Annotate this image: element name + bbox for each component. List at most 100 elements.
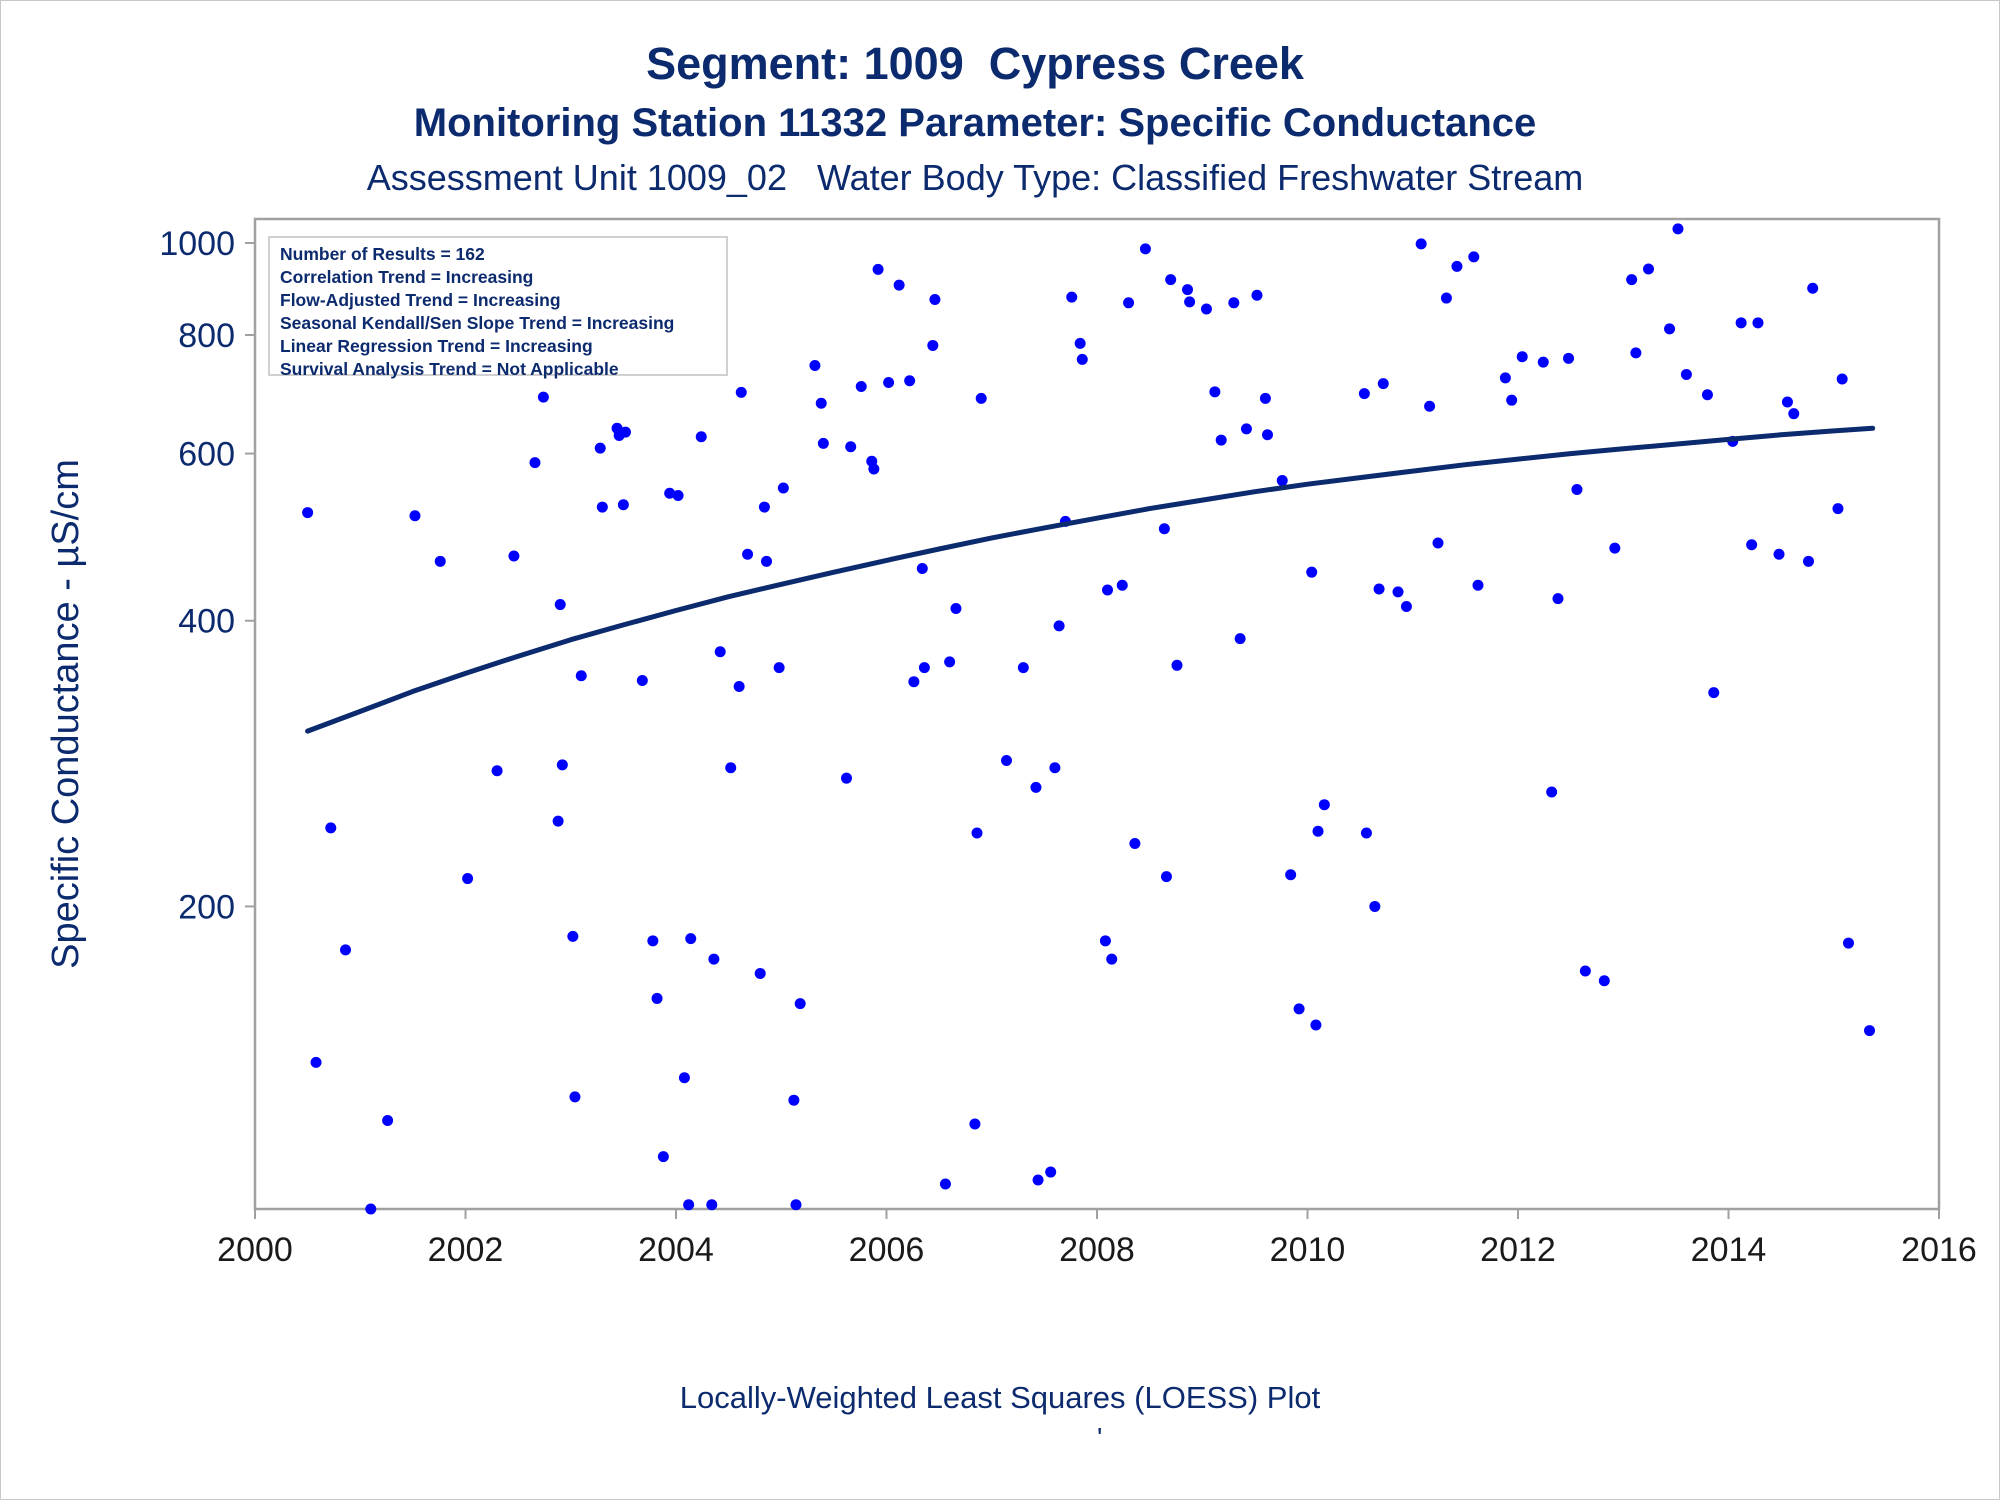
data-point <box>1773 548 1785 560</box>
data-point <box>742 548 754 560</box>
data-point <box>1377 378 1389 390</box>
data-point <box>939 1178 951 1190</box>
data-point <box>788 1094 800 1106</box>
legend-number-of-results: Number of Results = 162 <box>280 244 485 264</box>
data-point <box>1032 1174 1044 1186</box>
data-point <box>1781 396 1793 408</box>
x-tick-label: 2010 <box>1270 1231 1346 1269</box>
data-point <box>340 944 352 956</box>
data-point <box>904 375 916 387</box>
data-point <box>845 441 857 453</box>
data-point <box>1312 825 1324 837</box>
data-point <box>1099 935 1111 947</box>
data-point <box>725 762 737 774</box>
legend-survival-analysis-trend: Survival Analysis Trend = Not Applicable <box>280 359 619 379</box>
data-point <box>636 675 648 687</box>
data-point <box>1643 263 1655 275</box>
x-tick-label: 2006 <box>849 1231 925 1269</box>
y-tick-label: 200 <box>178 888 235 926</box>
data-point <box>575 670 587 682</box>
x-tick-label: 2008 <box>1059 1231 1135 1269</box>
data-point <box>1546 786 1558 798</box>
data-point <box>1053 620 1065 632</box>
data-point <box>1571 483 1583 495</box>
data-point <box>1139 243 1151 255</box>
data-point <box>1579 965 1591 977</box>
data-point <box>1116 579 1128 591</box>
data-point <box>950 603 962 615</box>
data-point <box>409 510 421 522</box>
data-point <box>1552 593 1564 605</box>
trend-summary-box: Number of Results = 162 Correlation Tren… <box>268 236 728 379</box>
data-point <box>1171 659 1183 671</box>
data-point <box>1672 223 1684 235</box>
data-point <box>1129 837 1141 849</box>
data-point <box>619 426 631 438</box>
data-point <box>944 656 956 668</box>
data-point <box>1160 871 1172 883</box>
y-tick-label: 600 <box>178 436 235 474</box>
data-point <box>1864 1025 1876 1037</box>
data-point <box>651 992 663 1004</box>
data-point <box>1563 352 1575 364</box>
data-point <box>1030 781 1042 793</box>
data-point <box>1076 353 1088 365</box>
y-tick-label: 1000 <box>159 225 235 263</box>
data-point <box>1746 539 1758 551</box>
data-point <box>855 381 867 393</box>
data-point <box>1200 303 1212 315</box>
data-point <box>1165 274 1177 286</box>
data-point <box>1392 586 1404 598</box>
data-point <box>1369 900 1381 912</box>
data-point <box>1293 1003 1305 1015</box>
data-point <box>617 499 629 511</box>
data-point <box>754 967 766 979</box>
data-point <box>1066 291 1078 303</box>
data-point <box>672 489 684 501</box>
data-point <box>1285 869 1297 881</box>
data-point <box>868 463 880 475</box>
data-point <box>1807 282 1819 294</box>
data-point <box>664 487 676 499</box>
y-tick-label: 800 <box>178 317 235 355</box>
data-point <box>1735 317 1747 329</box>
data-point <box>1017 662 1029 674</box>
data-point <box>325 822 337 834</box>
chart-subtitle-station: Monitoring Station 11332 Parameter: Spec… <box>413 101 1537 145</box>
data-point <box>1506 394 1518 406</box>
data-point <box>1516 351 1528 363</box>
data-point <box>685 933 697 945</box>
chart-subtitle-assessment: Assessment Unit 1009_02 Water Body Type:… <box>366 157 1584 198</box>
loess-curve <box>305 425 1876 734</box>
data-point <box>683 1199 695 1211</box>
data-point <box>1276 475 1288 487</box>
data-point <box>529 457 541 469</box>
data-point <box>1701 389 1713 401</box>
data-point <box>1049 762 1061 774</box>
data-point <box>1499 372 1511 384</box>
data-point <box>594 442 606 454</box>
x-tick-label: 2012 <box>1480 1231 1556 1269</box>
data-point <box>1102 584 1114 596</box>
data-point <box>1318 799 1330 811</box>
data-point <box>1424 400 1436 412</box>
data-point <box>462 873 474 885</box>
data-point <box>552 815 564 827</box>
data-point <box>657 1151 669 1163</box>
data-point <box>554 599 566 611</box>
data-point <box>908 676 920 688</box>
data-point <box>1468 251 1480 263</box>
data-point <box>761 555 773 567</box>
data-point <box>596 501 608 513</box>
data-point <box>1360 827 1372 839</box>
legend-correlation-trend: Correlation Trend = Increasing <box>280 267 534 287</box>
footnote: Locally-Weighted Least Squares (LOESS) P… <box>679 1380 1321 1415</box>
footnote-mark: ' <box>1097 1422 1103 1453</box>
data-point <box>1836 373 1848 385</box>
data-point <box>929 293 941 305</box>
x-tick-label: 2004 <box>638 1231 714 1269</box>
data-point <box>1432 537 1444 549</box>
data-point <box>733 681 745 693</box>
data-point <box>893 279 905 291</box>
